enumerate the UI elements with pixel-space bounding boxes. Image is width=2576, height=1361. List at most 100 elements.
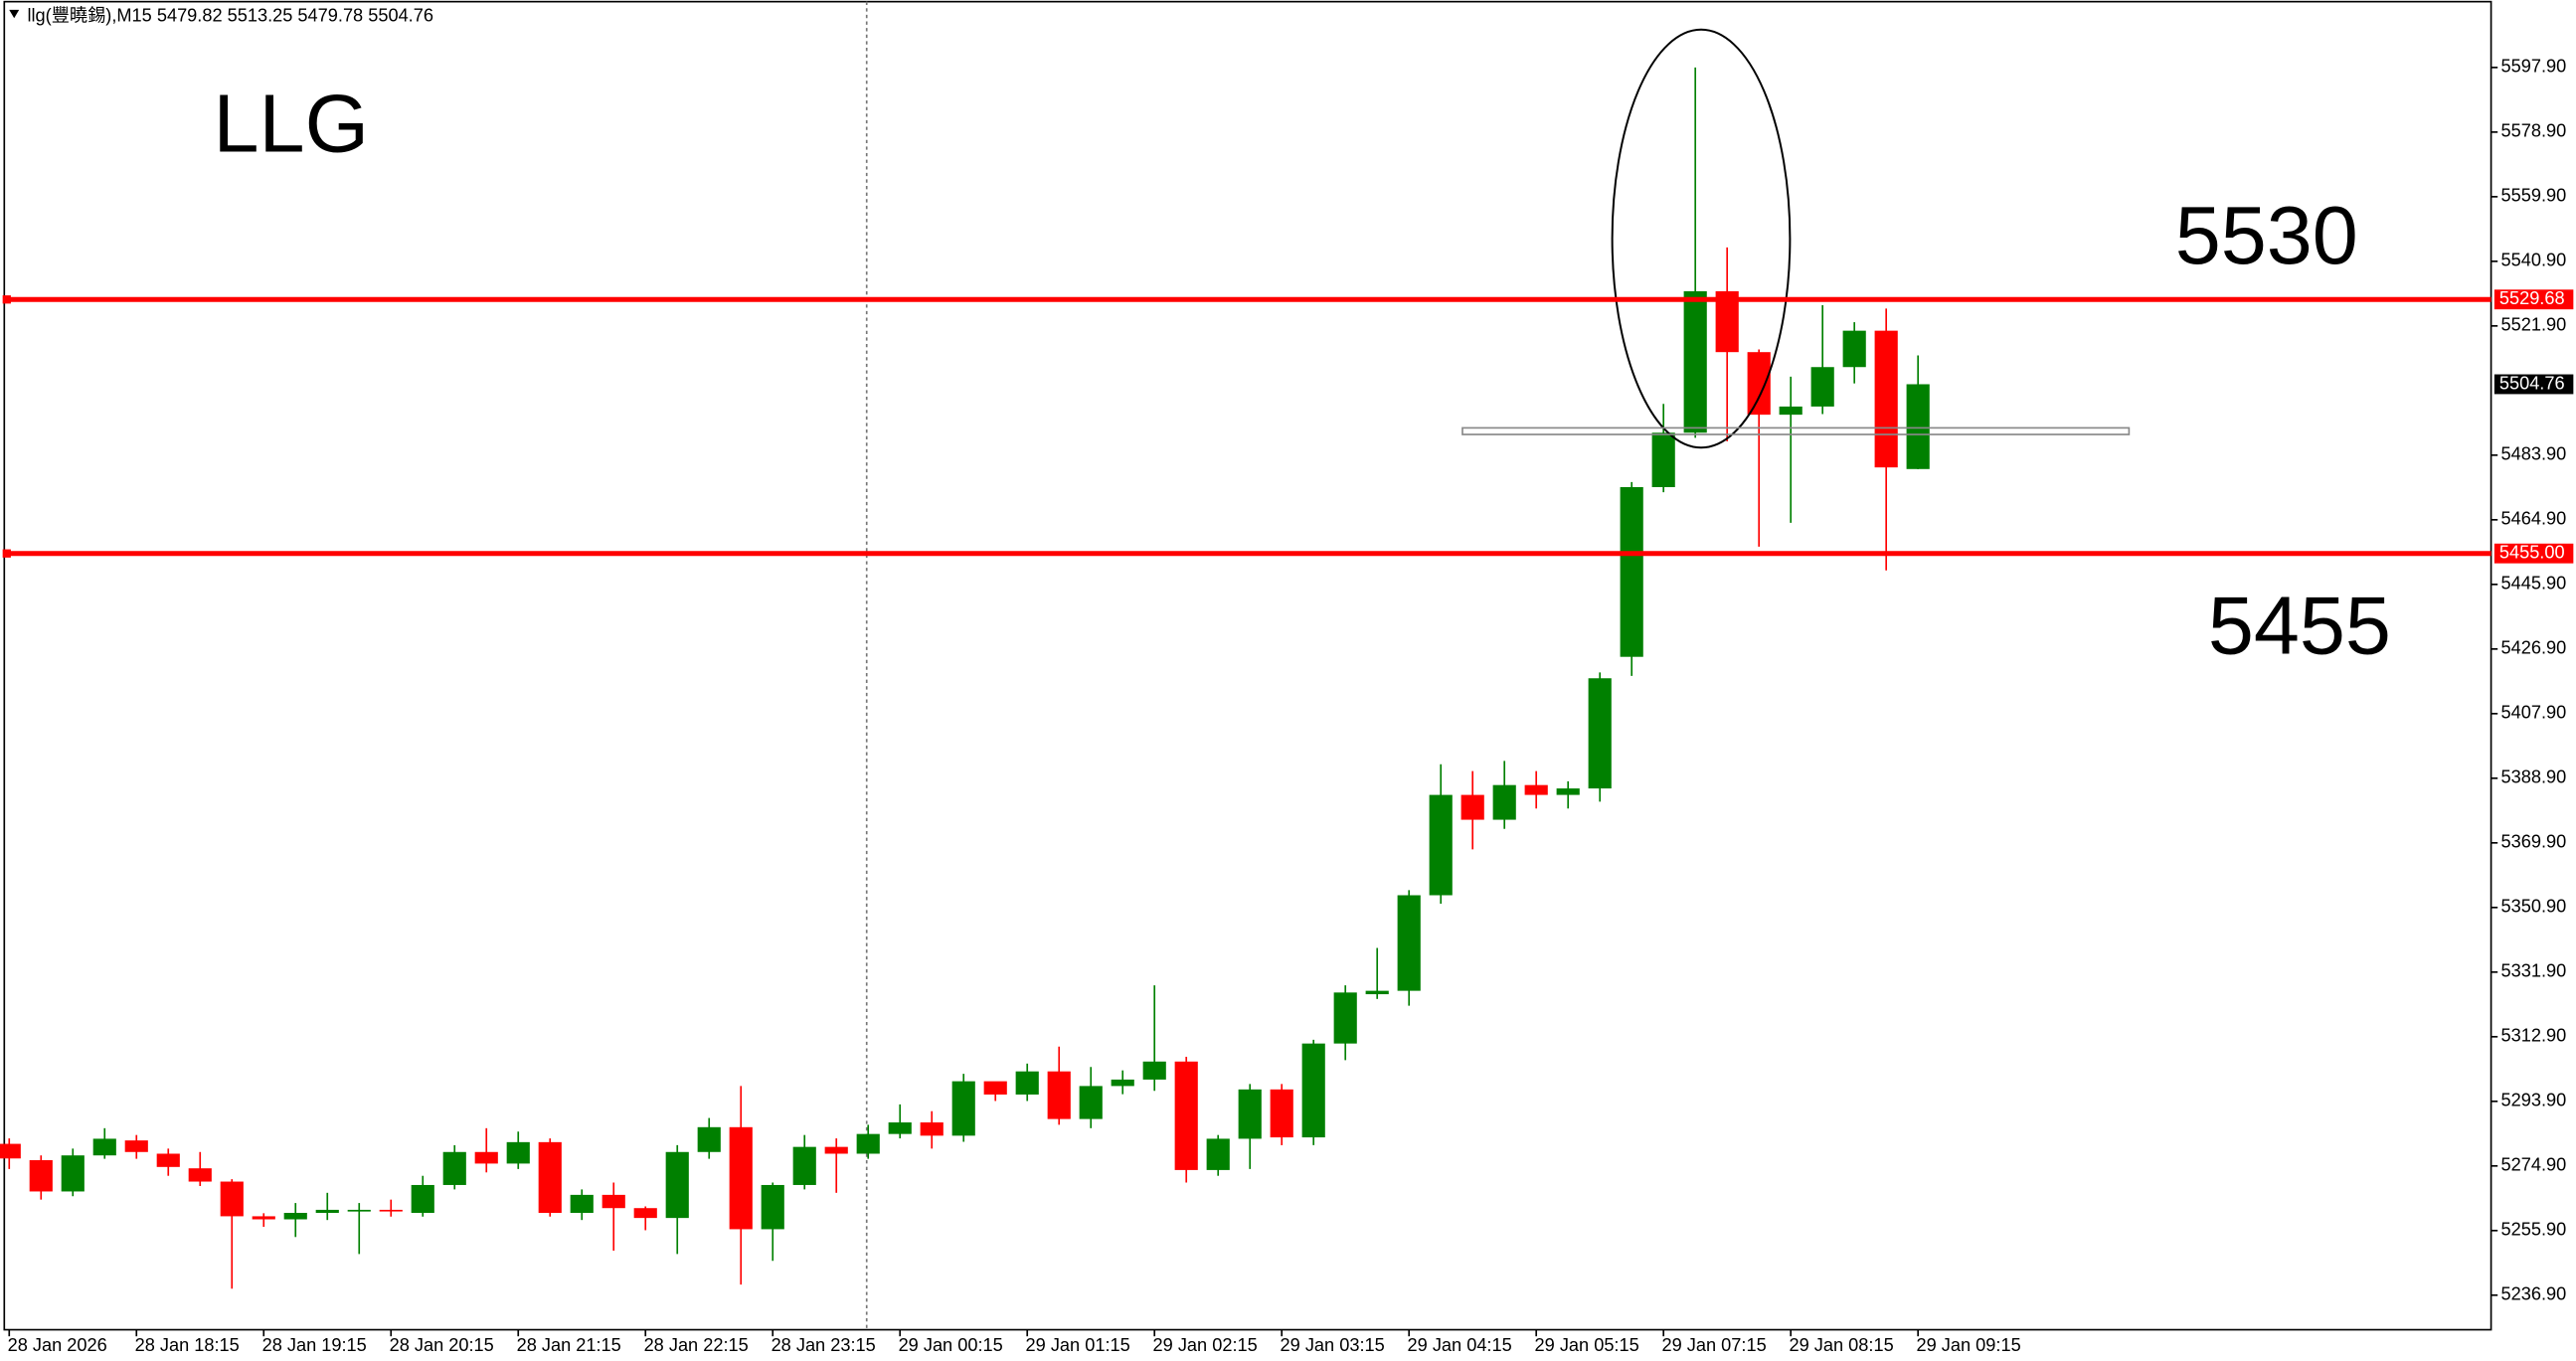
candle-body	[538, 1141, 562, 1214]
candle-body	[1333, 992, 1357, 1044]
candle-body	[761, 1184, 784, 1230]
y-tick-label: 5445.90	[2501, 574, 2567, 594]
level-handle	[2, 549, 11, 558]
candle-body	[61, 1155, 85, 1192]
candle-body	[1079, 1086, 1103, 1119]
y-tick-label: 5274.90	[2501, 1155, 2567, 1175]
candle-body	[697, 1126, 721, 1152]
x-tick-label: 28 Jan 21:15	[517, 1335, 621, 1355]
price-label: 5504.76	[2499, 373, 2565, 393]
candle-body	[1779, 406, 1803, 416]
candle-body	[1524, 784, 1548, 795]
y-tick-label: 5559.90	[2501, 186, 2567, 206]
y-tick-label: 5521.90	[2501, 315, 2567, 335]
candle-body	[442, 1151, 466, 1185]
candle-body	[1588, 678, 1612, 789]
x-tick-label: 29 Jan 07:15	[1662, 1335, 1767, 1355]
candle-body	[601, 1194, 625, 1209]
candle-body	[1206, 1138, 1230, 1170]
candle-body	[570, 1194, 594, 1214]
annotation: 5530	[2175, 189, 2358, 281]
y-tick-label: 5350.90	[2501, 897, 2567, 917]
y-tick-label: 5388.90	[2501, 767, 2567, 787]
candle-body	[1620, 487, 1643, 657]
x-tick-label: 29 Jan 05:15	[1535, 1335, 1639, 1355]
candle-body	[506, 1141, 530, 1164]
candle-body	[1301, 1043, 1325, 1138]
x-tick-label: 28 Jan 19:15	[262, 1335, 367, 1355]
candle-body	[1492, 784, 1516, 820]
level-label: 5529.68	[2499, 288, 2565, 308]
x-tick-label: 29 Jan 08:15	[1790, 1335, 1894, 1355]
candle-body	[252, 1216, 275, 1220]
y-tick-label: 5597.90	[2501, 57, 2567, 77]
x-tick-label: 29 Jan 09:15	[1917, 1335, 2021, 1355]
y-tick-label: 5255.90	[2501, 1220, 2567, 1240]
y-tick-label: 5540.90	[2501, 251, 2567, 270]
y-tick-label: 5293.90	[2501, 1091, 2567, 1110]
candle-body	[1842, 330, 1866, 368]
x-tick-label: 29 Jan 03:15	[1281, 1335, 1385, 1355]
y-tick-label: 5312.90	[2501, 1026, 2567, 1046]
candle-body	[1174, 1061, 1198, 1170]
price-label-box	[2493, 374, 2574, 395]
candle-body	[1556, 788, 1580, 795]
candle-body	[347, 1209, 371, 1212]
candle-body	[220, 1181, 244, 1217]
candle-body	[951, 1081, 975, 1136]
candle-body	[665, 1151, 689, 1219]
y-tick-label: 5426.90	[2501, 638, 2567, 658]
candle-body	[1906, 384, 1930, 469]
candle-body	[1365, 990, 1389, 995]
level-label: 5455.00	[2499, 543, 2565, 563]
candle-body	[411, 1184, 434, 1214]
x-tick-label: 28 Jan 20:15	[390, 1335, 494, 1355]
candle-body	[1810, 367, 1834, 407]
level-label-box	[2493, 543, 2574, 564]
x-tick-label: 28 Jan 22:15	[644, 1335, 749, 1355]
candle-body	[920, 1122, 944, 1136]
x-tick-label: 28 Jan 2026	[8, 1335, 107, 1355]
y-tick-label: 5369.90	[2501, 832, 2567, 852]
x-tick-label: 29 Jan 00:15	[899, 1335, 1003, 1355]
annotation: LLG	[214, 78, 369, 170]
level-handle	[2, 295, 11, 304]
candle-body	[856, 1133, 880, 1154]
candle-body	[474, 1151, 498, 1164]
candle-body	[188, 1168, 212, 1182]
candle-body	[1747, 352, 1771, 416]
candle-body	[283, 1213, 307, 1220]
candle-body	[1429, 794, 1453, 896]
y-tick-label: 5464.90	[2501, 509, 2567, 529]
y-tick-label: 5578.90	[2501, 121, 2567, 141]
candle-body	[888, 1122, 912, 1134]
candle-body	[1015, 1071, 1039, 1095]
chart-header: llg(豐曉錫),M15 5479.82 5513.25 5479.78 550…	[27, 5, 433, 25]
candle-body	[824, 1146, 848, 1154]
y-tick-label: 5236.90	[2501, 1284, 2567, 1304]
x-tick-label: 28 Jan 18:15	[135, 1335, 240, 1355]
annotation: 5455	[2208, 580, 2391, 672]
y-tick-label: 5331.90	[2501, 961, 2567, 981]
candle-body	[124, 1140, 148, 1152]
candle-body	[156, 1153, 180, 1167]
candle-body	[1047, 1071, 1071, 1119]
candle-body	[379, 1209, 403, 1212]
x-tick-label: 29 Jan 04:15	[1408, 1335, 1512, 1355]
candle-body	[792, 1146, 816, 1185]
candle-body	[633, 1208, 657, 1219]
highlight-ellipse	[1611, 28, 1792, 449]
candle-body	[1270, 1089, 1293, 1138]
candle-body	[729, 1126, 753, 1230]
x-tick-label: 28 Jan 23:15	[772, 1335, 876, 1355]
candle-body	[1142, 1061, 1166, 1080]
zone-rect	[1461, 426, 2131, 435]
candle-body	[1460, 794, 1484, 820]
candle-body	[1715, 290, 1739, 353]
candle-body	[1111, 1079, 1134, 1087]
candle-body	[1651, 432, 1675, 488]
menu-triangle[interactable]	[9, 9, 20, 19]
y-tick-label: 5483.90	[2501, 444, 2567, 464]
candle-body	[1397, 895, 1421, 991]
